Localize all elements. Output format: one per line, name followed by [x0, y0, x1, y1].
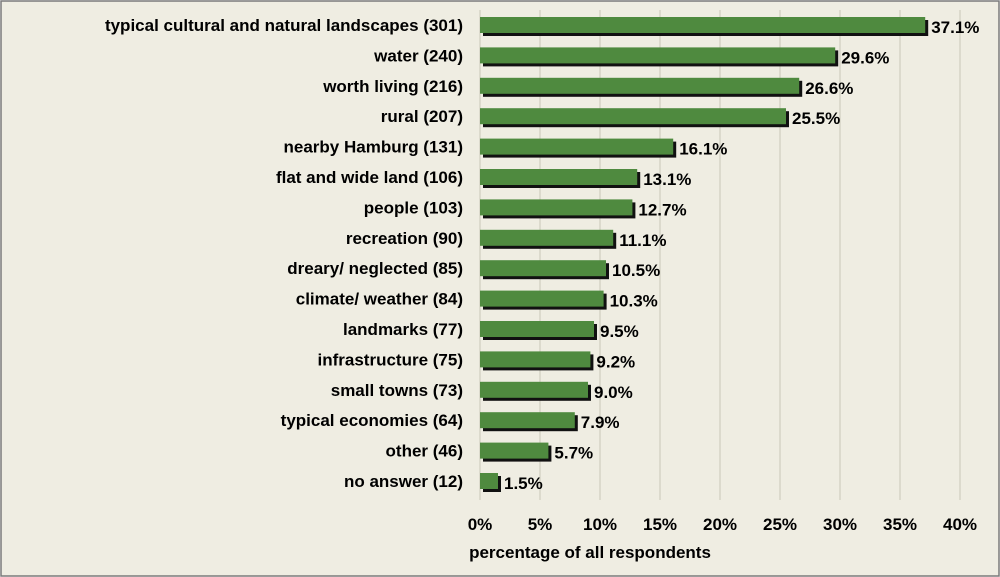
bar-group [480, 412, 578, 432]
bars [480, 17, 929, 492]
data-label: 13.1% [643, 170, 691, 189]
bar-group [480, 321, 597, 340]
category-label: worth living (216) [322, 77, 463, 96]
x-tick-label: 20% [703, 515, 737, 534]
bar [480, 290, 604, 307]
data-label: 7.9% [581, 413, 620, 432]
x-tick-label: 25% [763, 515, 797, 534]
bar [480, 351, 591, 368]
data-label: 11.1% [619, 231, 666, 250]
x-tick-label: 35% [883, 515, 917, 534]
x-tick-label: 40% [943, 515, 977, 534]
data-label: 5.7% [554, 444, 593, 463]
category-label: flat and wide land (106) [276, 168, 463, 187]
bar-group [480, 290, 607, 310]
bar-group [480, 77, 803, 97]
data-label: 37.1% [931, 18, 979, 37]
bar [480, 47, 836, 64]
bar-group [480, 473, 501, 492]
x-axis-title: percentage of all respondents [469, 543, 711, 562]
x-tick-label: 30% [823, 515, 857, 534]
bar-group [480, 199, 636, 219]
data-label: 25.5% [792, 109, 840, 128]
bar-group [480, 47, 839, 67]
category-label: rural (207) [381, 107, 463, 126]
bar [480, 473, 498, 489]
bar [480, 321, 594, 337]
category-label: nearby Hamburg (131) [284, 138, 464, 157]
bar-group [480, 351, 594, 371]
bar-group [480, 108, 789, 128]
category-labels: typical cultural and natural landscapes … [105, 16, 463, 491]
x-axis-ticks: 0% 5% 10% 15% 20% 25% 30% 35% 40% [468, 515, 977, 534]
bar [480, 199, 633, 216]
category-label: landmarks (77) [343, 320, 463, 339]
bar [480, 169, 638, 185]
bar [480, 381, 588, 398]
bar [480, 412, 575, 429]
bar [480, 138, 674, 155]
category-label: climate/ weather (84) [296, 290, 463, 309]
bar [480, 229, 614, 246]
category-label: typical cultural and natural landscapes … [105, 16, 463, 35]
category-label: typical economies (64) [281, 411, 463, 430]
category-label: people (103) [364, 198, 463, 217]
bar-group [480, 17, 929, 36]
x-tick-label: 15% [643, 515, 677, 534]
bar [480, 260, 606, 277]
data-label: 10.3% [610, 292, 658, 311]
bar [480, 442, 549, 459]
data-label: 12.7% [638, 200, 686, 219]
data-label: 26.6% [805, 79, 853, 98]
bar-group [480, 442, 552, 462]
category-label: small towns (73) [331, 381, 463, 400]
category-label: infrastructure (75) [318, 350, 463, 369]
bar-group [480, 381, 591, 401]
data-label: 1.5% [504, 474, 543, 493]
data-labels: 37.1% 29.6% 26.6% 25.5% 16.1% 13.1% 12.7% 11.1%… [504, 18, 979, 493]
data-label: 9.5% [600, 322, 639, 341]
data-label: 29.6% [841, 48, 889, 67]
data-label: 9.0% [594, 383, 633, 402]
x-tick-label: 5% [528, 515, 553, 534]
x-tick-label: 0% [468, 515, 493, 534]
category-label: other (46) [386, 442, 463, 461]
data-label: 9.2% [596, 352, 635, 371]
data-label: 16.1% [679, 140, 727, 159]
category-label: recreation (90) [346, 229, 463, 248]
bar [480, 17, 926, 33]
x-tick-label: 10% [583, 515, 617, 534]
category-label: no answer (12) [344, 472, 463, 491]
bar-group [480, 229, 617, 249]
category-label: dreary/ neglected (85) [287, 259, 463, 278]
category-label: water (240) [373, 46, 463, 65]
bar-group [480, 169, 641, 188]
data-label: 10.5% [612, 261, 660, 280]
bar-group [480, 138, 677, 158]
bar [480, 108, 786, 125]
bar-group [480, 260, 609, 280]
bar [480, 77, 800, 94]
